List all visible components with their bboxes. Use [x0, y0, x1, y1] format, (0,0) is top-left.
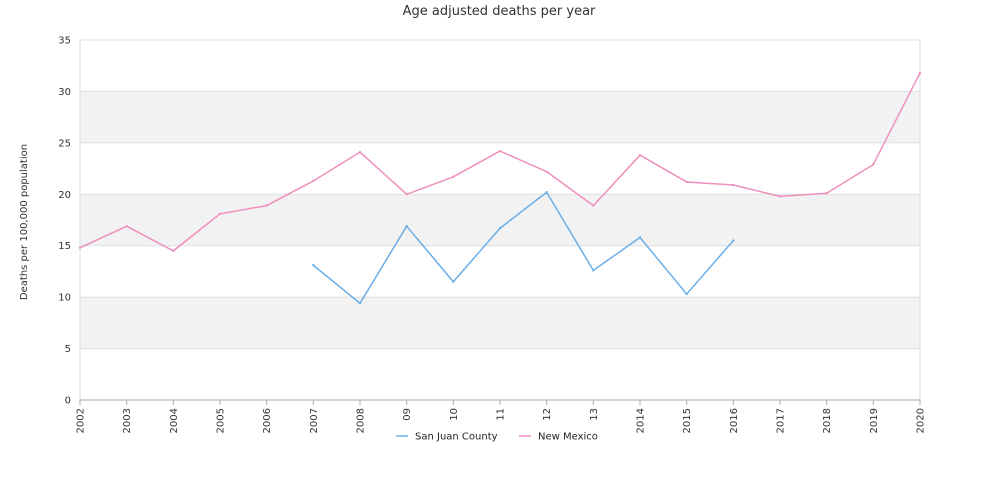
data-point [172, 249, 175, 253]
data-point [778, 195, 782, 198]
data-point [638, 236, 642, 239]
x-tick-label: 2017 [776, 408, 787, 433]
y-tick-label: 10 [58, 293, 71, 304]
data-point [732, 239, 735, 242]
x-tick-label: 2018 [822, 408, 833, 433]
grid-lines [80, 39, 920, 401]
data-point [405, 193, 408, 196]
x-tick-label: 2020 [916, 408, 927, 433]
legend-item: New Mexico [519, 432, 598, 443]
data-point [498, 227, 502, 230]
data-point [918, 71, 922, 75]
grid-band [80, 297, 920, 349]
y-tick-label: 30 [58, 87, 71, 98]
y-tick-label: 5 [65, 344, 71, 355]
x-tick-label: 2006 [262, 408, 273, 433]
grid-band [80, 194, 920, 246]
data-point [872, 163, 875, 166]
x-tick-label: 2005 [216, 408, 227, 433]
data-point [312, 179, 315, 183]
data-point [265, 204, 268, 207]
grid-band [80, 91, 920, 143]
x-tick-label: 11 [496, 408, 507, 421]
legend-label: San Juan County [415, 432, 498, 443]
x-tick-label: 2003 [122, 408, 133, 433]
data-point [358, 302, 362, 305]
x-tick-label: 2002 [76, 408, 87, 433]
legend: San Juan County New Mexico [396, 432, 598, 443]
data-point [218, 212, 222, 216]
x-tick-label: 2019 [869, 408, 880, 433]
x-tick-label: 2004 [169, 408, 180, 433]
data-point [592, 204, 595, 207]
data-point [545, 170, 548, 173]
data-point [312, 264, 315, 267]
data-point [78, 246, 82, 249]
x-tick-label: 2014 [636, 408, 647, 433]
y-tick-label: 15 [58, 241, 71, 252]
series-path [312, 191, 735, 305]
y-tick-label: 35 [58, 36, 71, 47]
data-point [452, 280, 455, 283]
x-tick-label: 2008 [356, 408, 367, 433]
data-point [685, 292, 688, 296]
x-tick-label: 13 [589, 408, 600, 421]
data-point [452, 175, 455, 178]
data-point [125, 224, 128, 228]
y-axis-label: Deaths per 100,000 population [19, 144, 30, 300]
grid-bands [80, 91, 920, 349]
data-point [405, 224, 408, 228]
series-lines [78, 71, 922, 305]
y-tick-labels: 0 5 10 15 20 25 30 35 [58, 36, 71, 407]
legend-label: New Mexico [538, 432, 598, 443]
data-point [498, 149, 502, 153]
x-tick-label: 2015 [682, 408, 693, 433]
data-point [358, 150, 362, 154]
data-point [825, 192, 828, 195]
y-tick-label: 25 [58, 138, 71, 149]
y-tick-label: 20 [58, 190, 71, 201]
x-tick-label: 12 [542, 408, 553, 421]
data-point [638, 154, 642, 157]
x-tick-label: 2016 [729, 408, 740, 433]
x-tick-label: 09 [402, 408, 413, 421]
legend-item: San Juan County [396, 432, 498, 443]
data-point [685, 180, 688, 184]
data-point [732, 183, 735, 187]
series-line [78, 71, 922, 253]
y-tick-label: 0 [65, 396, 71, 407]
x-tick-labels: 2002 2003 2004 2005 2006 2007 2008 09 10 11 12 13 20… [76, 400, 927, 433]
chart-title: Age adjusted deaths per year [403, 4, 596, 19]
data-point [592, 269, 595, 272]
series-line [312, 191, 735, 305]
x-tick-label: 10 [449, 408, 460, 421]
data-point [545, 191, 548, 194]
x-tick-label: 2007 [309, 408, 320, 433]
